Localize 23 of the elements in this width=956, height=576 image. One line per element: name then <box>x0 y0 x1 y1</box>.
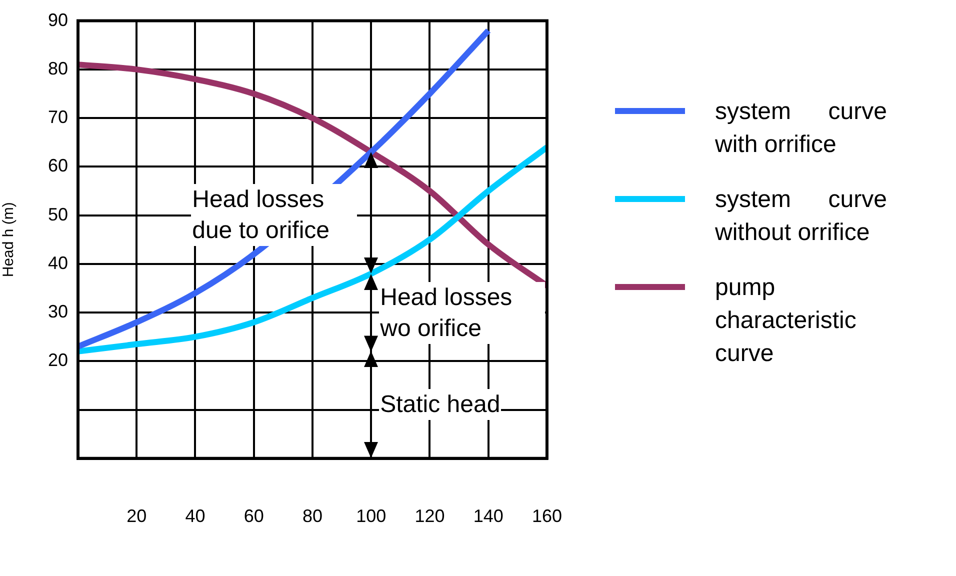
y-tick-label: 50 <box>48 204 68 224</box>
y-tick-label: 30 <box>48 302 68 322</box>
annotation: Head losses wo orifice <box>379 282 546 344</box>
legend-label: system curve with orrifice <box>715 97 887 160</box>
y-tick-label: 20 <box>48 350 68 370</box>
legend-label: pump characteristic curve <box>715 273 858 369</box>
y-tick-label: 80 <box>48 58 68 78</box>
x-tick-label: 160 <box>532 506 562 526</box>
x-tick-label: 120 <box>414 506 445 526</box>
x-tick-label: 20 <box>126 506 147 526</box>
y-tick-label: 90 <box>48 10 68 30</box>
annotation: Head losses due to orifice <box>191 184 358 246</box>
y-tick-label: 60 <box>48 156 68 176</box>
annotation: Static head <box>379 389 502 420</box>
x-tick-label: 40 <box>185 506 206 526</box>
y-tick-label: 70 <box>48 107 68 128</box>
x-tick-label: 100 <box>356 506 386 526</box>
x-tick-label: 80 <box>302 506 323 526</box>
y-axis-title: Head h (m) <box>0 202 18 278</box>
y-tick-label: 40 <box>48 252 68 273</box>
x-tick-label: 60 <box>244 506 264 526</box>
x-tick-label: 140 <box>473 506 504 526</box>
legend-label: system curve without orrifice <box>715 185 887 248</box>
